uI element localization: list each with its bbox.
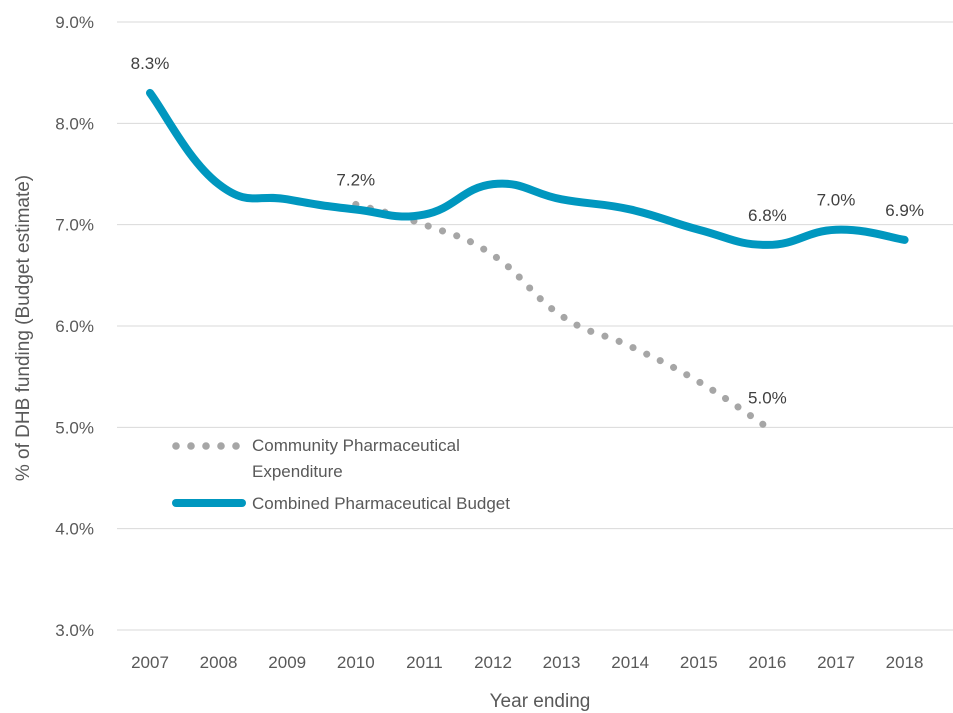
data-label: 7.2% <box>336 170 375 189</box>
legend-label-community-line2: Expenditure <box>252 462 343 481</box>
data-label: 5.0% <box>748 388 787 407</box>
x-tick-label: 2012 <box>474 653 512 672</box>
data-labels: 8.3% 7.2% 6.8% 7.0% 6.9% 5.0% <box>131 54 924 407</box>
series-layer <box>146 88 909 431</box>
legend-marker-community <box>172 442 240 450</box>
legend-dot <box>202 442 210 450</box>
y-tick-label: 8.0% <box>55 114 94 133</box>
y-tick-label: 9.0% <box>55 13 94 32</box>
y-tick-label: 4.0% <box>55 520 94 539</box>
data-label: 7.0% <box>817 191 856 210</box>
x-tick-label: 2017 <box>817 653 855 672</box>
x-tick-label: 2013 <box>543 653 581 672</box>
y-tick-label: 7.0% <box>55 216 94 235</box>
legend: Community Pharmaceutical Expenditure Com… <box>172 436 510 513</box>
y-tick-label: 5.0% <box>55 418 94 437</box>
x-tick-label: 2010 <box>337 653 375 672</box>
x-axis-ticks: 2007 2008 2009 2010 2011 2012 2013 2014 2015 2016… <box>131 653 923 672</box>
x-tick-label: 2014 <box>611 653 649 672</box>
y-axis-title: % of DHB funding (Budget estimate) <box>13 175 34 481</box>
x-tick-label: 2009 <box>268 653 306 672</box>
legend-label-combined: Combined Pharmaceutical Budget <box>252 494 510 513</box>
series-line-community <box>352 200 771 431</box>
legend-dot <box>172 442 180 450</box>
x-tick-label: 2015 <box>680 653 718 672</box>
series-line-combined <box>146 88 909 249</box>
legend-dot <box>217 442 225 450</box>
legend-label-community-line1: Community Pharmaceutical <box>252 436 460 455</box>
legend-label-community: Community Pharmaceutical Expenditure <box>252 436 465 481</box>
y-axis-ticks: 3.0% 4.0% 5.0% 6.0% 7.0% 8.0% 9.0% <box>55 13 94 640</box>
y-tick-label: 3.0% <box>55 621 94 640</box>
data-label: 6.8% <box>748 206 787 225</box>
x-tick-label: 2016 <box>748 653 786 672</box>
x-tick-label: 2007 <box>131 653 169 672</box>
data-label: 6.9% <box>885 201 924 220</box>
gridlines <box>117 21 953 631</box>
legend-dot <box>187 442 195 450</box>
x-axis-title: Year ending <box>490 691 591 712</box>
data-label: 8.3% <box>131 54 170 73</box>
x-tick-label: 2018 <box>886 653 924 672</box>
x-tick-label: 2008 <box>200 653 238 672</box>
y-tick-label: 6.0% <box>55 317 94 336</box>
x-tick-label: 2011 <box>406 653 443 672</box>
legend-dot <box>232 442 240 450</box>
